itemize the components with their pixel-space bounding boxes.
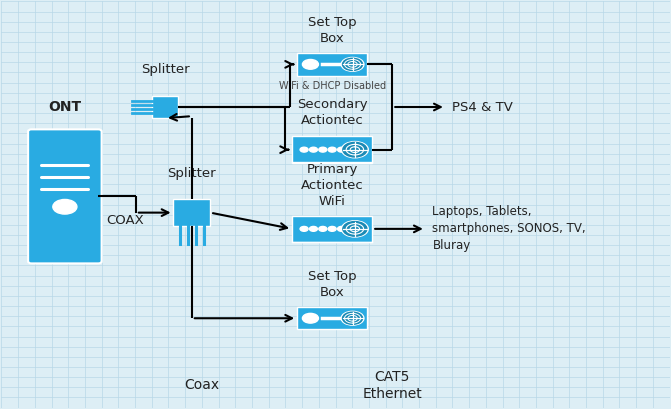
Text: WiFi & DHCP Disabled: WiFi & DHCP Disabled <box>278 81 386 91</box>
Circle shape <box>342 221 368 237</box>
Text: Splitter: Splitter <box>168 166 216 180</box>
Circle shape <box>343 222 367 236</box>
FancyBboxPatch shape <box>152 96 178 118</box>
Circle shape <box>342 312 362 324</box>
Text: Set Top
Box: Set Top Box <box>308 270 356 299</box>
Circle shape <box>53 200 77 214</box>
Circle shape <box>319 147 327 152</box>
Text: Splitter: Splitter <box>141 63 189 76</box>
Text: ONT: ONT <box>48 100 81 114</box>
Circle shape <box>343 142 367 157</box>
Circle shape <box>328 227 336 231</box>
Text: Coax: Coax <box>185 378 219 392</box>
Text: Secondary
Actiontec: Secondary Actiontec <box>297 98 368 126</box>
Circle shape <box>303 59 319 69</box>
Text: COAX: COAX <box>106 214 144 227</box>
FancyBboxPatch shape <box>292 216 372 242</box>
FancyBboxPatch shape <box>292 137 372 163</box>
Circle shape <box>342 58 362 70</box>
Text: Set Top
Box: Set Top Box <box>308 16 356 45</box>
Circle shape <box>319 227 327 231</box>
Circle shape <box>300 147 308 152</box>
Text: Primary
Actiontec
WiFi: Primary Actiontec WiFi <box>301 163 364 208</box>
Circle shape <box>338 227 346 231</box>
Circle shape <box>338 147 346 152</box>
Circle shape <box>342 142 368 158</box>
Circle shape <box>309 147 317 152</box>
Circle shape <box>300 227 308 231</box>
FancyBboxPatch shape <box>297 307 367 329</box>
FancyBboxPatch shape <box>174 200 210 226</box>
Circle shape <box>341 311 364 325</box>
FancyBboxPatch shape <box>297 53 367 76</box>
Text: PS4 & TV: PS4 & TV <box>452 101 513 114</box>
FancyBboxPatch shape <box>28 129 101 263</box>
Circle shape <box>341 57 364 71</box>
Circle shape <box>303 313 319 323</box>
Circle shape <box>328 147 336 152</box>
Circle shape <box>309 227 317 231</box>
Text: Laptops, Tablets,
smartphones, SONOS, TV,
Bluray: Laptops, Tablets, smartphones, SONOS, TV… <box>432 205 586 252</box>
Text: CAT5
Ethernet: CAT5 Ethernet <box>362 370 422 401</box>
